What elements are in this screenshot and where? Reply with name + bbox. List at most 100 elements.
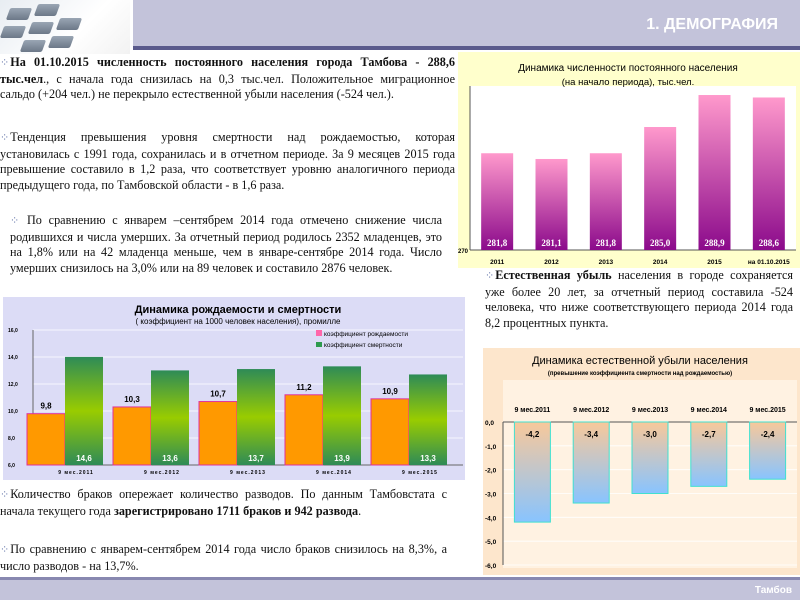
bar-value-label: -4,2 <box>526 430 540 439</box>
population-bar <box>698 95 731 251</box>
birth-rate-bar <box>112 406 152 466</box>
bar-value-label: 10,3 <box>124 395 140 404</box>
birth-rate-bar <box>26 413 66 466</box>
bar-value-label: 281,8 <box>487 238 508 248</box>
y-tick-label: 8,0 <box>8 436 15 442</box>
x-tick-label: на 01.10.2015 <box>748 259 790 266</box>
y-tick-label: 6,0 <box>8 463 15 469</box>
y-tick-label: -3,0 <box>485 492 497 499</box>
y-tick-label: -6,0 <box>485 563 497 570</box>
decline-bar <box>631 421 669 494</box>
chart-subtitle: (на начало периода), тыс.чел. <box>562 77 695 88</box>
text: По сравнению с январем –сентябрем 2014 г… <box>10 213 442 275</box>
bar-value-label: -3,0 <box>643 430 657 439</box>
bar-value-label: 13,3 <box>420 454 436 463</box>
population-bar <box>589 153 622 250</box>
bar-value-label: -2,4 <box>761 430 775 439</box>
x-tick-label: 9 мес.2014 <box>691 407 727 414</box>
chart-subtitle: ( коэффициент на 1000 человек населения)… <box>136 317 341 326</box>
bar-value-label: 10,9 <box>382 387 398 396</box>
legend-death-swatch <box>316 342 322 347</box>
bar-value-label: 13,7 <box>248 454 264 463</box>
decline-bar <box>513 421 551 523</box>
bar-value-label: 13,6 <box>162 454 178 463</box>
calculator-image <box>0 0 130 54</box>
x-tick-label: 9 мес.2012 <box>144 470 180 476</box>
bar-value-label: 281,1 <box>541 238 562 248</box>
y-tick-label: 12,0 <box>8 382 18 388</box>
bar-value-label: 10,7 <box>210 390 226 399</box>
bar-value-label: 281,8 <box>596 238 617 248</box>
text: . <box>358 503 362 518</box>
chart-title: Динамика рождаемости и смертности <box>135 304 342 316</box>
x-tick-label: 9 мес.2013 <box>632 407 668 414</box>
paragraph-natural-decline: ⁘Естественная убыль населения в городе с… <box>485 268 793 331</box>
paragraph-marriages: ⁘Количество браков опережает количество … <box>0 487 447 519</box>
text-bold: зарегистрировано 1711 браков и 942 разво… <box>113 503 359 518</box>
bar-value-label: -2,7 <box>702 430 716 439</box>
x-tick-label: 2011 <box>490 259 504 266</box>
x-tick-label: 9 мес.2014 <box>316 470 352 476</box>
y-tick-label: -2,0 <box>485 468 497 475</box>
population-plot-area <box>470 86 796 250</box>
population-bar <box>644 127 677 250</box>
bar-value-label: 285,0 <box>650 238 671 248</box>
bullet-icon: ⁘ <box>10 215 20 227</box>
bar-value-label: 288,6 <box>759 238 780 248</box>
population-bar <box>752 97 785 250</box>
y-tick-label: -1,0 <box>485 444 497 451</box>
y-tick-label: 14,0 <box>8 355 18 361</box>
y-tick-label: -4,0 <box>485 515 497 522</box>
text: По сравнению с январем-сентябрем 2014 го… <box>0 542 447 573</box>
chart-title: Динамика естественной убыли населения <box>532 355 748 367</box>
y-tick-label: -5,0 <box>485 539 497 546</box>
text: Тенденция превышения уровня смертности н… <box>0 130 455 192</box>
bullet-icon: ⁘ <box>0 132 10 144</box>
text-bold: На 01.10.2015 численность постоянного на… <box>0 55 455 86</box>
x-tick-label: 2014 <box>653 259 668 266</box>
y-tick-label: 0,0 <box>485 420 494 427</box>
bar-value-label: 11,2 <box>296 383 312 392</box>
legend-label: коэффициент рождаемости <box>324 331 408 338</box>
bullet-icon: ⁘ <box>0 544 10 556</box>
bullet-icon: ⁘ <box>485 270 495 282</box>
x-tick-label: 2012 <box>544 259 559 266</box>
population-bar <box>535 158 568 250</box>
x-tick-label: 9 мес.2013 <box>230 470 266 476</box>
paragraph-births: ⁘ По сравнению с январем –сентябрем 2014… <box>10 213 442 276</box>
page-title: 1. ДЕМОГРАФИЯ <box>646 16 778 33</box>
header-bar: 1. ДЕМОГРАФИЯ <box>133 0 800 50</box>
text: ., с начала года снизилась на 0,3 тыс.че… <box>0 71 455 102</box>
y-tick-label: 10,0 <box>8 409 18 415</box>
paragraph-population: ⁘На 01.10.2015 численность постоянного н… <box>0 55 455 103</box>
footer-bar: Тамбов <box>0 577 800 600</box>
bar-value-label: 13,9 <box>334 454 350 463</box>
y-tick-label: 270 <box>458 249 469 255</box>
death-rate-bar <box>65 356 103 465</box>
death-rate-bar <box>323 366 361 465</box>
death-rate-bar <box>409 374 447 465</box>
x-tick-label: 9 мес.2015 <box>402 470 438 476</box>
bullet-icon: ⁘ <box>0 57 10 69</box>
death-rate-bar <box>151 370 189 465</box>
text-bold: Естественная убыль <box>495 268 612 282</box>
y-tick-label: 16,0 <box>8 328 18 334</box>
text: Количество браков опережает количество р… <box>0 487 447 518</box>
paragraph-marriage-comparison: ⁘По сравнению с январем-сентябрем 2014 г… <box>0 542 447 574</box>
chart-subtitle: (превышение коэффициента смертности над … <box>548 370 732 377</box>
bullet-icon: ⁘ <box>0 489 10 501</box>
population-bar <box>481 153 514 250</box>
legend-label: коэффициент смертности <box>324 342 403 349</box>
death-rate-bar <box>237 369 275 465</box>
chart-title: Динамика численности постоянного населен… <box>518 63 738 74</box>
bar-value-label: 14,6 <box>76 454 92 463</box>
bar-value-label: 288,9 <box>704 238 725 248</box>
x-tick-label: 2015 <box>707 259 722 266</box>
footer-city: Тамбов <box>754 585 792 596</box>
x-tick-label: 9 мес.2015 <box>749 407 785 414</box>
birth-rate-bar <box>198 401 238 466</box>
legend-birth-swatch <box>316 330 322 336</box>
birth-rate-bar <box>370 398 410 466</box>
x-tick-label: 9 мес.2011 <box>514 407 550 414</box>
